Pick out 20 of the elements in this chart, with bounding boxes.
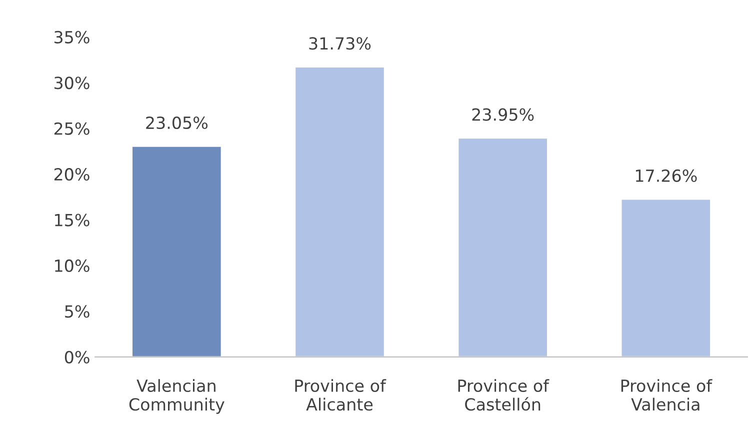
- y-tick-label: 0%: [64, 350, 90, 364]
- x-tick-label: Province of Valencia: [621, 379, 712, 411]
- y-tick-label: 25%: [54, 122, 90, 135]
- data-label: 31.73%: [309, 37, 371, 50]
- bar: [294, 66, 386, 357]
- x-tick-label: Province of Castellón: [458, 379, 550, 411]
- y-tick-label: 30%: [54, 76, 90, 90]
- x-tick-label: Valencian Community: [129, 379, 224, 414]
- x-tick-label: Province of Alicante: [295, 379, 386, 411]
- y-tick-label: 15%: [55, 214, 90, 226]
- data-label: 23.95%: [472, 108, 534, 121]
- bar: [620, 198, 712, 357]
- y-tick-label: 20%: [54, 168, 90, 181]
- bar: [131, 145, 222, 357]
- y-tick-label: 10%: [55, 259, 90, 272]
- y-tick-label: 5%: [65, 305, 90, 318]
- y-tick-label: 35%: [54, 30, 90, 44]
- data-label: 23.05%: [146, 116, 208, 130]
- data-label: 17.26%: [636, 169, 697, 182]
- bar: [457, 137, 548, 357]
